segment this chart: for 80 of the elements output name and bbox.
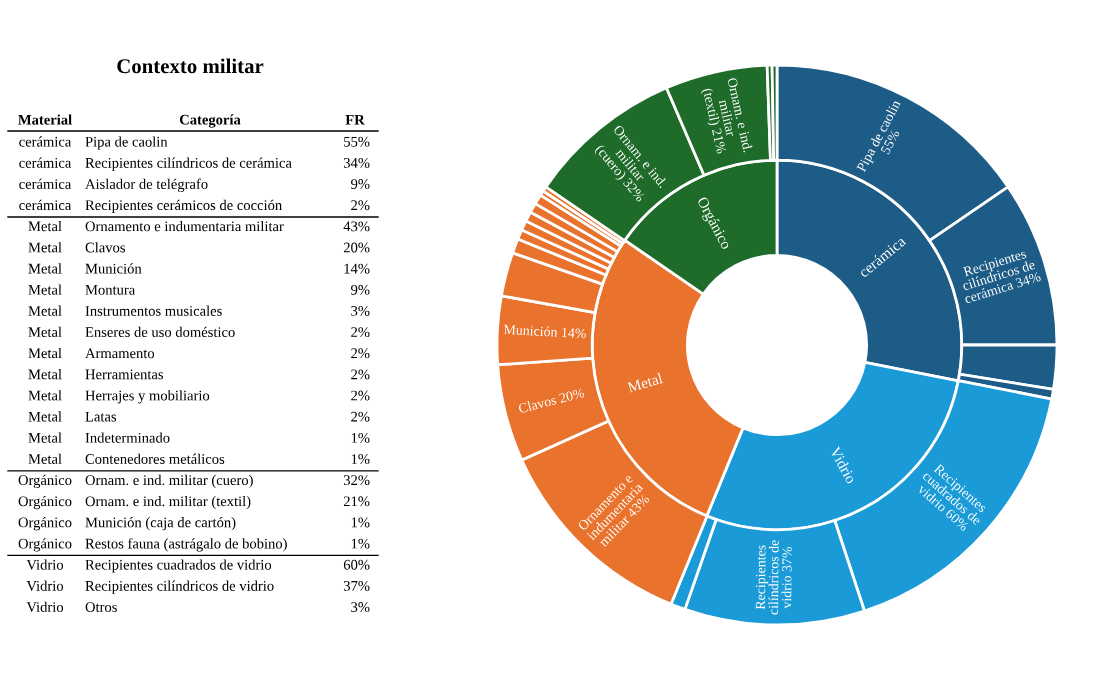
category-label: Ornam. e ind. militar (cuero) (85, 474, 253, 489)
category-label: Metal (28, 305, 62, 316)
category-label: Metal (28, 242, 62, 253)
category-label: cerámica (19, 157, 72, 168)
category-label: Otros (85, 602, 117, 612)
category-label: Metal (28, 390, 62, 401)
category-label: Vidrio (26, 559, 64, 570)
category-label: Orgánico (18, 517, 72, 531)
category-label: Metal (28, 453, 62, 464)
category-label: Clavos (85, 242, 125, 253)
category-label: Latas (85, 411, 117, 422)
category-label: cerámica (19, 136, 72, 147)
text: 43% (343, 221, 370, 232)
category-label: Metal (28, 284, 62, 295)
data-label: Clavos 20% (517, 387, 585, 414)
category-label: Recipientes cerámicos de cocción (85, 199, 282, 214)
category-label: Metal (28, 326, 62, 337)
category-label: Vidrio (26, 580, 64, 591)
text: 2% (351, 200, 370, 211)
data-label: Ornam. e ind. militar (textil) 21% (700, 77, 754, 155)
category-label: Armamento (85, 348, 155, 359)
text: FR (345, 114, 365, 125)
category-label: Metal (28, 432, 62, 443)
category-label: Ornam. e ind. militar (textil) (85, 495, 251, 510)
text: 14% (344, 263, 370, 274)
text: Contexto militar (117, 58, 264, 74)
text: 1% (351, 454, 370, 464)
category-label: Recipientes cilíndricos de cerámica (85, 157, 292, 171)
data-label: Pipa de caolin 55% (855, 98, 904, 174)
text: 1% (351, 538, 370, 549)
data-label: Metal (626, 372, 664, 393)
text: 34% (343, 157, 370, 168)
category-label: Recipientes cilíndricos de vidrio (85, 580, 274, 594)
category-label: Orgánico (18, 538, 72, 552)
text: 1% (351, 432, 370, 443)
text: 60% (343, 559, 370, 570)
category-label: Restos fauna (astrágalo de bobino) (85, 538, 287, 552)
data-label: Vidrio (829, 445, 858, 485)
text: 2% (351, 369, 370, 380)
category-label: Orgánico (18, 495, 72, 510)
text: 2% (351, 411, 370, 422)
text: 32% (343, 475, 370, 486)
category-label: Aislador de telégrafo (85, 178, 208, 193)
text: 37% (343, 580, 370, 591)
category-label: Pipa de caolin (85, 136, 168, 150)
text: 55% (344, 136, 370, 147)
text: 3% (351, 306, 370, 316)
category-label: Munición (caja de cartón) (85, 517, 236, 531)
category-label: Contenedores metálicos (85, 453, 225, 464)
text: 2% (351, 348, 370, 359)
category-label: Metal (28, 220, 62, 232)
data-label: Munición 14% (503, 324, 587, 339)
category-label: Herrajes y mobiliario (85, 390, 210, 404)
category-label: Metal (28, 369, 62, 380)
text: 2% (351, 327, 370, 338)
category-label: Indeterminado (85, 432, 170, 443)
data-label: Recipientes cilíndricos de vidrio 37% (755, 540, 792, 615)
text: 3% (351, 602, 370, 612)
text: Material (18, 114, 72, 125)
text: 2% (351, 390, 370, 401)
category-label: Metal (28, 411, 62, 422)
category-label: Ornamento e indumentaria militar (85, 220, 284, 232)
text: 9% (351, 284, 370, 295)
category-label: cerámica (19, 178, 72, 189)
category-label: cerámica (19, 199, 72, 211)
category-label: Orgánico (18, 474, 72, 489)
category-label: Enseres de uso doméstico (85, 326, 235, 337)
text: Categoría (179, 114, 241, 128)
category-label: Herramientas (85, 369, 164, 380)
category-label: Instrumentos musicales (85, 305, 222, 316)
category-label: Metal (28, 347, 62, 359)
category-label: Munición (85, 263, 142, 274)
category-label: Recipientes cuadrados de vidrio (85, 559, 272, 573)
category-label: Metal (28, 263, 62, 274)
category-label: Montura (85, 285, 136, 295)
text: 20% (343, 242, 370, 253)
text: 1% (351, 517, 370, 528)
text: 9% (351, 179, 370, 189)
text: 21% (343, 496, 370, 507)
category-label: Vidrio (26, 601, 64, 613)
